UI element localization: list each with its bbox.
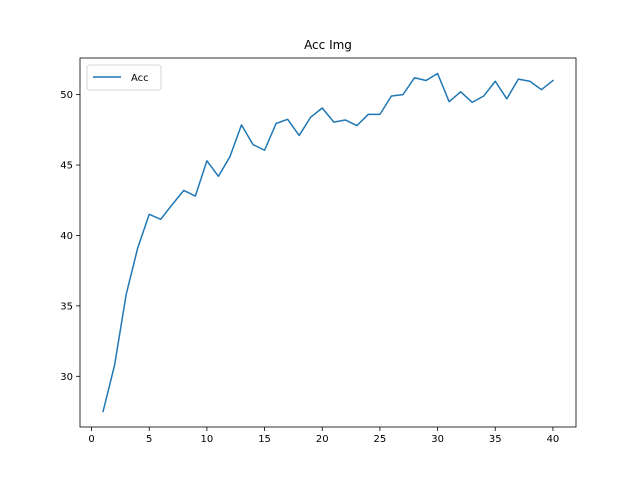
y-axis: 30 35 40 45 50 (60, 90, 80, 383)
y-tick-label: 30 (60, 372, 73, 383)
x-tick-label: 0 (88, 434, 94, 445)
y-tick-label: 50 (60, 90, 73, 101)
x-tick-label: 35 (489, 434, 502, 445)
legend-box (86, 64, 162, 91)
x-tick-label: 5 (146, 434, 152, 445)
y-tick-label: 40 (60, 231, 73, 242)
legend: Acc (86, 64, 162, 91)
x-tick-label: 40 (547, 434, 560, 445)
series-line-acc (102, 72, 554, 413)
x-tick-label: 20 (316, 434, 329, 445)
x-tick-label: 30 (431, 434, 444, 445)
x-tick-label: 25 (374, 434, 387, 445)
plot-layer (102, 72, 554, 413)
y-tick-label: 35 (60, 301, 73, 312)
plot-area (80, 58, 576, 427)
x-axis: 0 5 10 15 20 25 30 35 40 (88, 427, 559, 445)
plot-frame (79, 57, 577, 428)
x-tick-label: 10 (201, 434, 214, 445)
x-tick-label: 15 (258, 434, 271, 445)
legend-label: Acc (131, 73, 149, 84)
y-tick-label: 45 (60, 161, 73, 172)
chart-title: Acc Img (304, 38, 352, 52)
